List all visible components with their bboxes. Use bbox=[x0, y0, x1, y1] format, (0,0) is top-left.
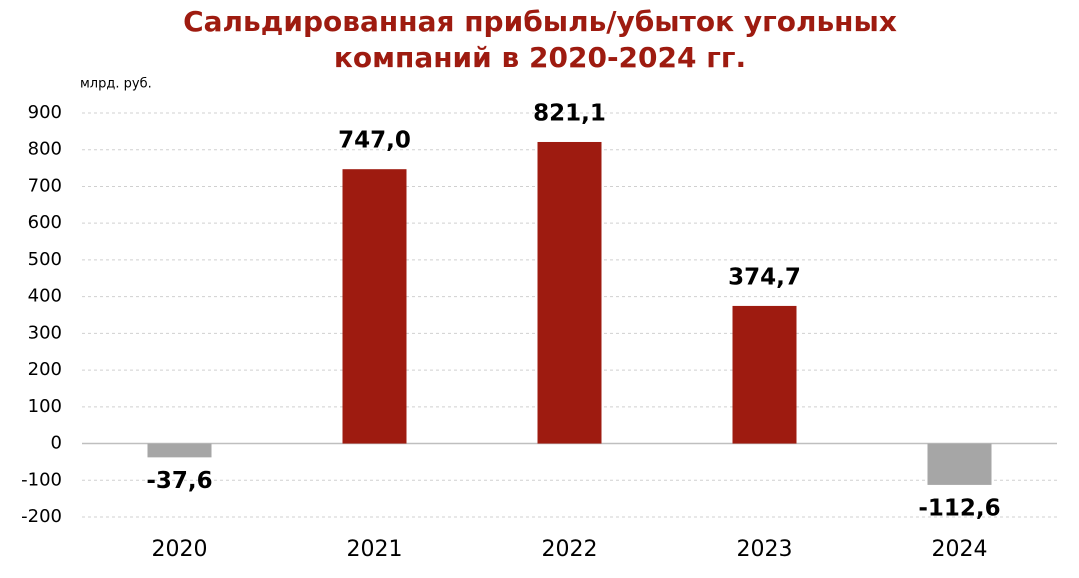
y-tick-label: 300 bbox=[28, 322, 62, 343]
x-tick-label: 2023 bbox=[737, 537, 793, 562]
y-tick-label: -100 bbox=[21, 469, 62, 490]
bar bbox=[537, 141, 602, 444]
value-label: -37,6 bbox=[146, 468, 212, 494]
y-unit: млрд. руб. bbox=[80, 77, 152, 92]
chart-title: Сальдированная прибыль/убыток угольных к… bbox=[183, 5, 897, 74]
bar bbox=[342, 169, 407, 444]
value-label: 821,1 bbox=[533, 100, 606, 126]
y-tick-label: 0 bbox=[51, 433, 62, 454]
y-tick-label: 400 bbox=[28, 286, 62, 307]
y-tick-label: 700 bbox=[28, 175, 62, 196]
y-tick-label: 900 bbox=[28, 102, 62, 123]
bar bbox=[147, 443, 212, 458]
bar bbox=[732, 305, 797, 444]
bar bbox=[927, 443, 992, 485]
x-tick-label: 2024 bbox=[932, 537, 988, 562]
value-label: 747,0 bbox=[338, 128, 411, 154]
x-tick-label: 2021 bbox=[347, 537, 403, 562]
y-tick-label: 200 bbox=[28, 359, 62, 380]
y-tick-label: 800 bbox=[28, 139, 62, 160]
y-tick-label: 500 bbox=[28, 249, 62, 270]
x-tick-label: 2022 bbox=[542, 537, 598, 562]
value-label: 374,7 bbox=[728, 264, 801, 290]
value-label: -112,6 bbox=[918, 495, 1000, 521]
y-tick-label: 100 bbox=[28, 396, 62, 417]
y-tick-label: 600 bbox=[28, 212, 62, 233]
y-tick-label: -200 bbox=[21, 506, 62, 527]
x-tick-label: 2020 bbox=[152, 537, 208, 562]
